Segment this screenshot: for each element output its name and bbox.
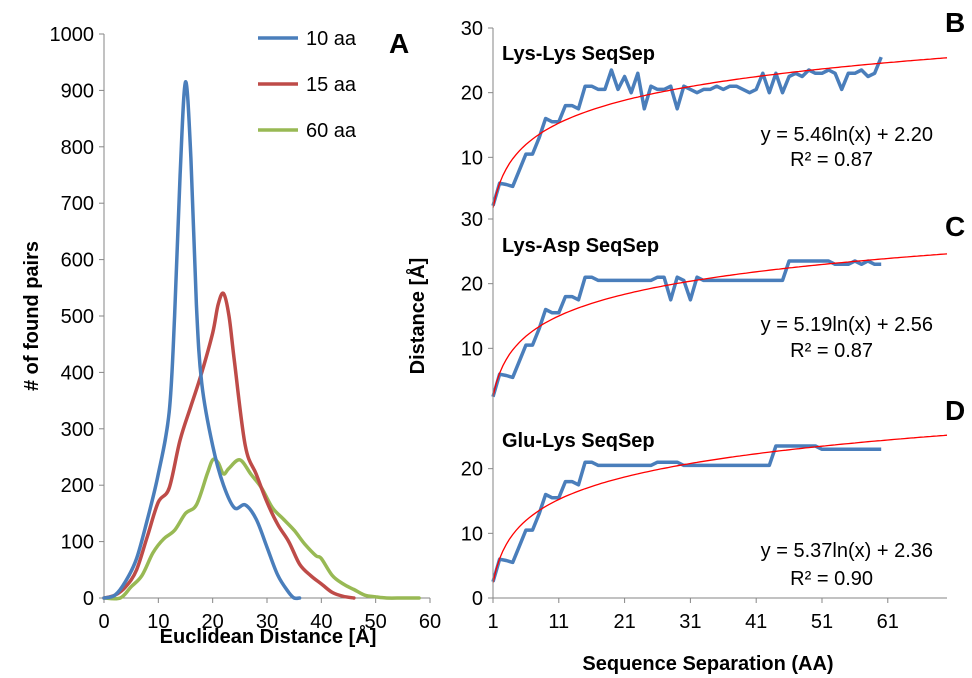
y-tick-label: 20 <box>461 83 483 105</box>
panel-b-r2: R² = 0.87 <box>790 149 873 171</box>
y-tick-label: 30 <box>461 209 483 231</box>
y-tick-label: 100 <box>61 532 94 554</box>
panel-d-chart: D Glu-Lys SeqSep y = 5.37ln(x) + 2.36 R²… <box>461 395 965 610</box>
panel-a-series <box>102 80 421 601</box>
panel-d-r2: R² = 0.90 <box>790 568 873 590</box>
y-tick-label: 700 <box>61 193 94 215</box>
right-y-axis-label: Distance [Å] <box>405 258 429 375</box>
series-line-15-aa <box>102 291 356 600</box>
panel-c-label: C <box>945 211 965 242</box>
y-tick-label: 0 <box>83 588 94 610</box>
series-line-10-aa <box>102 80 302 601</box>
y-tick-label: 10 <box>461 338 483 360</box>
panel-a-legend: 10 aa 15 aa 60 aa <box>258 28 357 142</box>
x-tick-label: 30 <box>256 611 278 633</box>
x-tick-label: 31 <box>679 611 701 633</box>
legend-label: 60 aa <box>306 120 357 142</box>
fit-curve <box>492 57 948 208</box>
panel-b-label: B <box>945 7 965 38</box>
x-tick-label: 61 <box>877 611 899 633</box>
x-tick-label: 60 <box>419 611 441 633</box>
x-tick-label: 21 <box>613 611 635 633</box>
panel-b-equation: y = 5.46ln(x) + 2.20 <box>761 124 933 146</box>
y-tick-label: 900 <box>61 80 94 102</box>
right-column-axes: 1 11 21 31 41 51 61 Sequence Separation (AA) D… <box>405 28 947 675</box>
y-tick-label: 200 <box>61 475 94 497</box>
y-tick-label: 400 <box>61 362 94 384</box>
right-x-ticks: 1 11 21 31 41 51 61 <box>487 598 899 633</box>
panel-c-equation: y = 5.19ln(x) + 2.56 <box>761 314 933 336</box>
panel-d-label: D <box>945 395 965 426</box>
y-tick-label: 1000 <box>50 24 95 46</box>
panel-d-equation: y = 5.37ln(x) + 2.36 <box>761 540 933 562</box>
legend-label: 10 aa <box>306 28 357 50</box>
x-tick-label: 20 <box>202 611 224 633</box>
x-tick-label: 41 <box>745 611 767 633</box>
y-tick-label: 800 <box>61 137 94 159</box>
y-tick-label: 10 <box>461 147 483 169</box>
panel-d-title: Glu-Lys SeqSep <box>502 430 655 452</box>
panel-a-label: A <box>389 28 409 59</box>
fit-curve <box>492 253 948 397</box>
x-tick-label: 0 <box>98 611 109 633</box>
x-tick-label: 51 <box>811 611 833 633</box>
data-line <box>491 259 882 398</box>
panel-a-y-axis-label: # of found pairs <box>21 241 43 391</box>
y-tick-label: 600 <box>61 250 94 272</box>
panel-a-x-ticks: 0 10 20 30 40 50 60 <box>98 598 441 633</box>
fit-curve <box>492 434 948 583</box>
panel-c-chart: C Lys-Asp SeqSep y = 5.19ln(x) + 2.56 R²… <box>461 209 965 398</box>
panel-b-chart: B Lys-Lys SeqSep y = 5.46ln(x) + 2.20 R²… <box>461 7 965 208</box>
x-tick-label: 50 <box>365 611 387 633</box>
panel-a-y-ticks: 0 100 200 300 400 500 600 700 800 900 1000 <box>50 24 104 610</box>
y-tick-label: 20 <box>461 274 483 296</box>
panel-c-r2: R² = 0.87 <box>790 340 873 362</box>
y-tick-label: 30 <box>461 18 483 40</box>
y-tick-label: 300 <box>61 419 94 441</box>
y-tick-label: 500 <box>61 306 94 328</box>
panel-b-title: Lys-Lys SeqSep <box>502 43 655 65</box>
y-tick-label: 0 <box>472 588 483 610</box>
right-x-axis-label: Sequence Separation (AA) <box>582 653 833 675</box>
series-line-60-aa <box>102 457 421 601</box>
y-tick-label: 10 <box>461 523 483 545</box>
x-tick-label: 11 <box>548 611 569 633</box>
data-line <box>491 56 883 207</box>
x-tick-label: 40 <box>310 611 332 633</box>
x-tick-label: 10 <box>147 611 169 633</box>
x-tick-label: 1 <box>487 611 498 633</box>
legend-label: 15 aa <box>306 74 357 96</box>
y-tick-label: 20 <box>461 459 483 481</box>
panel-a-chart: 0 100 200 300 400 500 600 700 800 900 1000 0 10 20 30… <box>21 24 441 648</box>
panel-a-x-axis-label: Euclidean Distance [Å] <box>160 624 377 648</box>
panel-c-title: Lys-Asp SeqSep <box>502 235 659 257</box>
